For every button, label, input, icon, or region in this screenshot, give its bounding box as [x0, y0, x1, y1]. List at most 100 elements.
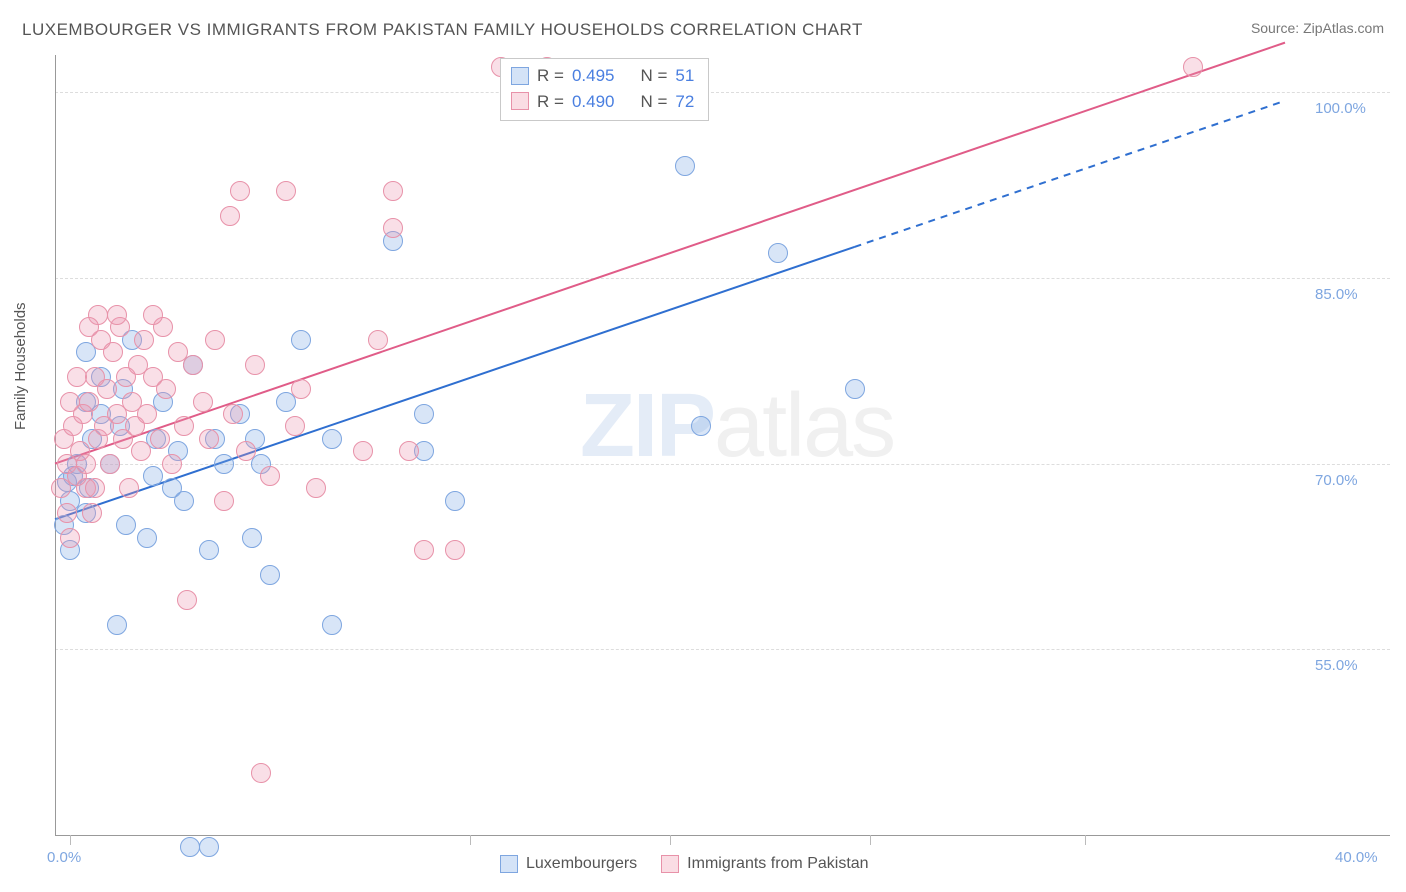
scatter-point [768, 243, 788, 263]
x-tick [1085, 835, 1086, 845]
scatter-point [199, 540, 219, 560]
scatter-point [143, 305, 163, 325]
scatter-point [214, 491, 234, 511]
stats-r-label: R = [537, 63, 564, 89]
scatter-point [156, 379, 176, 399]
scatter-point [131, 441, 151, 461]
scatter-point [230, 181, 250, 201]
stats-row: R = 0.490 N = 72 [511, 89, 694, 115]
scatter-point [368, 330, 388, 350]
scatter-point [260, 466, 280, 486]
legend-item: Immigrants from Pakistan [661, 855, 868, 873]
legend-label: Immigrants from Pakistan [687, 855, 868, 873]
scatter-point [57, 503, 77, 523]
scatter-point [85, 478, 105, 498]
scatter-point [137, 528, 157, 548]
scatter-point [445, 540, 465, 560]
stats-r-label: R = [537, 89, 564, 115]
scatter-point [251, 763, 271, 783]
legend-swatch [511, 92, 529, 110]
y-axis-label: Family Households [12, 302, 29, 430]
legend-bottom: Luxembourgers Immigrants from Pakistan [500, 855, 869, 873]
scatter-point [399, 441, 419, 461]
stats-n-value: 51 [675, 63, 694, 89]
scatter-point [199, 429, 219, 449]
scatter-point [183, 355, 203, 375]
scatter-point [223, 404, 243, 424]
stats-n-value: 72 [675, 89, 694, 115]
scatter-point [177, 590, 197, 610]
scatter-plot: ZIPatlas 55.0%70.0%85.0%100.0%0.0%40.0% [55, 55, 1390, 835]
stats-n-label: N = [640, 63, 667, 89]
scatter-point [100, 454, 120, 474]
scatter-point [97, 379, 117, 399]
scatter-point [162, 454, 182, 474]
scatter-point [174, 491, 194, 511]
scatter-point [675, 156, 695, 176]
scatter-point [199, 837, 219, 857]
scatter-point [60, 392, 80, 412]
scatter-point [306, 478, 326, 498]
legend-swatch [661, 855, 679, 873]
scatter-point [214, 454, 234, 474]
scatter-point [67, 367, 87, 387]
scatter-point [383, 181, 403, 201]
scatter-point [103, 342, 123, 362]
scatter-point [383, 218, 403, 238]
chart-title: LUXEMBOURGER VS IMMIGRANTS FROM PAKISTAN… [22, 20, 863, 40]
scatter-point [285, 416, 305, 436]
scatter-point [180, 837, 200, 857]
scatter-point [276, 181, 296, 201]
scatter-point [236, 441, 256, 461]
scatter-point [79, 317, 99, 337]
scatter-point [220, 206, 240, 226]
scatter-point [82, 503, 102, 523]
scatter-point [193, 392, 213, 412]
stats-n-label: N = [640, 89, 667, 115]
scatter-point [116, 515, 136, 535]
scatter-point [322, 429, 342, 449]
scatter-point [76, 454, 96, 474]
scatter-point [134, 330, 154, 350]
scatter-point [691, 416, 711, 436]
legend-label: Luxembourgers [526, 855, 637, 873]
scatter-point [107, 615, 127, 635]
scatter-point [242, 528, 262, 548]
scatter-point [205, 330, 225, 350]
x-tick [70, 835, 71, 845]
stats-row: R = 0.495 N = 51 [511, 63, 694, 89]
scatter-point [143, 466, 163, 486]
x-tick-label: 40.0% [1335, 849, 1378, 866]
scatter-point [107, 305, 127, 325]
scatter-point [445, 491, 465, 511]
scatter-point [414, 540, 434, 560]
x-tick [470, 835, 471, 845]
x-tick [670, 835, 671, 845]
scatter-point [414, 404, 434, 424]
scatter-point [260, 565, 280, 585]
scatter-point [322, 615, 342, 635]
legend-item: Luxembourgers [500, 855, 637, 873]
scatter-point [845, 379, 865, 399]
scatter-point [79, 392, 99, 412]
trend-line-dashed [855, 101, 1286, 247]
scatter-point [291, 379, 311, 399]
stats-legend-box: R = 0.495 N = 51 R = 0.490 N = 72 [500, 58, 709, 121]
legend-swatch [500, 855, 518, 873]
scatter-point [291, 330, 311, 350]
stats-r-value: 0.495 [572, 63, 615, 89]
scatter-point [119, 478, 139, 498]
scatter-point [353, 441, 373, 461]
scatter-point [51, 478, 71, 498]
legend-swatch [511, 67, 529, 85]
x-tick [870, 835, 871, 845]
stats-r-value: 0.490 [572, 89, 615, 115]
scatter-point [150, 429, 170, 449]
source-label: Source: ZipAtlas.com [1251, 20, 1384, 36]
scatter-point [174, 416, 194, 436]
scatter-point [60, 528, 80, 548]
x-tick-label: 0.0% [47, 849, 81, 866]
scatter-point [1183, 57, 1203, 77]
x-axis [55, 835, 1390, 836]
scatter-point [137, 404, 157, 424]
